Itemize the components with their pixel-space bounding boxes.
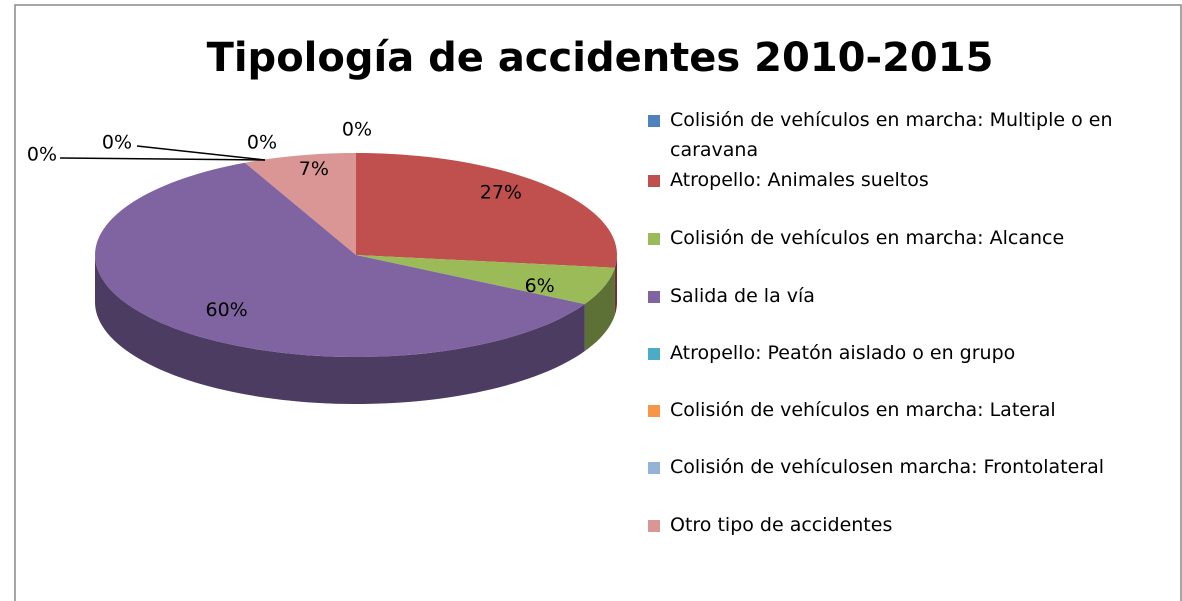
- pie-slice: [356, 255, 615, 305]
- pie-side: [614, 255, 617, 315]
- legend-swatch: [648, 175, 660, 187]
- data-label: 0%: [27, 144, 57, 166]
- legend-label: Colisión de vehículos en marcha: Alcance: [670, 227, 1065, 249]
- pie-slice: [95, 162, 585, 357]
- data-label: 0%: [342, 119, 372, 141]
- leader-line: [59, 157, 266, 161]
- pie-side-shade: [95, 255, 585, 404]
- legend-label: Atropello: Animales sueltos: [670, 169, 929, 191]
- pie-side: [584, 267, 615, 352]
- data-label: 0%: [102, 132, 132, 154]
- pie-slice: [244, 162, 356, 255]
- legend-label: Colisión de vehículosen marcha: Frontola…: [670, 456, 1105, 478]
- pie-side: [95, 255, 585, 404]
- legend-label: Atropello: Peatón aislado o en grupo: [670, 342, 1016, 364]
- pie-slice: [356, 153, 617, 268]
- data-label: 6%: [525, 275, 555, 297]
- legend-label: Colisión de vehículos en marcha: Multipl…: [670, 109, 1113, 161]
- legend-swatch: [648, 462, 660, 474]
- data-label: 7%: [299, 158, 329, 180]
- legend-label: Otro tipo de accidentes: [670, 514, 893, 536]
- legend-swatch: [648, 348, 660, 360]
- legend-label: Colisión de vehículos en marcha: Lateral: [670, 399, 1056, 421]
- data-label: 27%: [480, 182, 522, 204]
- leader-line: [136, 145, 266, 161]
- legend-label: Salida de la vía: [670, 285, 815, 307]
- legend-swatch: [648, 520, 660, 532]
- legend-swatch: [648, 405, 660, 417]
- pie-side-shade: [614, 255, 617, 315]
- pie-side-shade: [584, 267, 615, 352]
- data-label: 60%: [206, 299, 248, 321]
- data-label: 0%: [247, 132, 277, 154]
- pie-slice: [244, 153, 356, 255]
- legend-swatch: [648, 115, 660, 127]
- legend-swatch: [648, 233, 660, 245]
- chart-title: Tipología de accidentes 2010-2015: [207, 35, 994, 81]
- legend-swatch: [648, 291, 660, 303]
